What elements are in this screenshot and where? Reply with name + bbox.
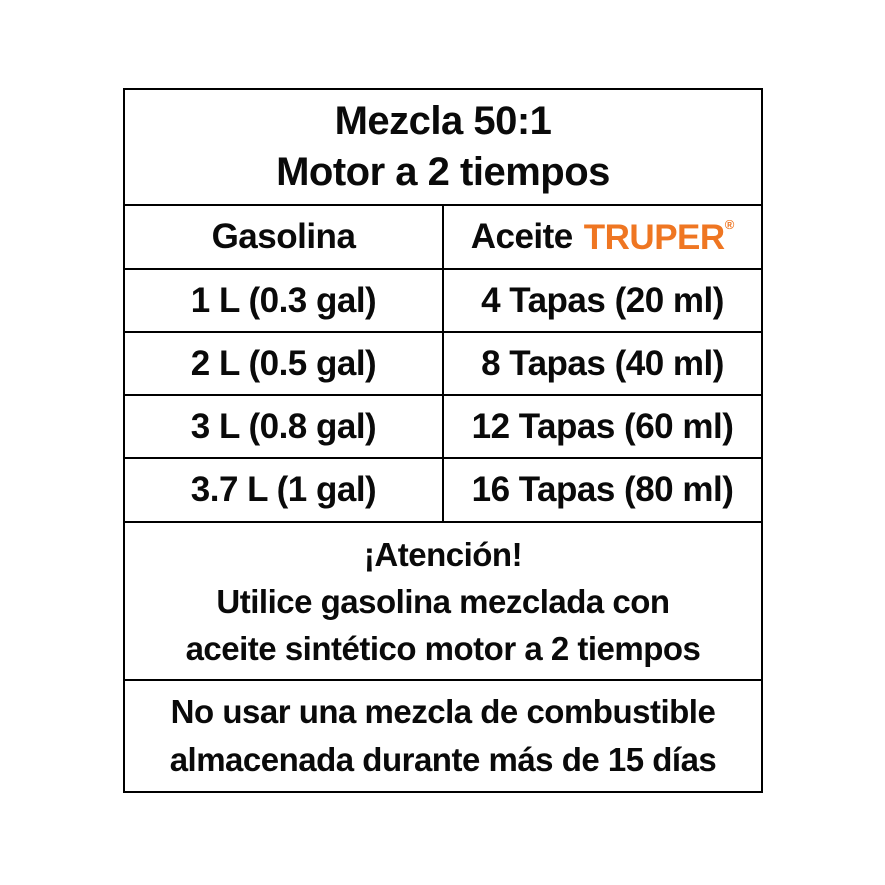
gasolina-cell: 3.7 L (1 gal) — [190, 470, 377, 509]
storage-warning-section: No usar una mezcla de combustible almace… — [125, 681, 761, 791]
mix-ratio-table: Mezcla 50:1 Motor a 2 tiempos Gasolina A… — [123, 88, 763, 793]
gasolina-cell: 1 L (0.3 gal) — [190, 280, 377, 320]
table-row: 2 L (0.5 gal) 8 Tapas (40 ml) — [125, 333, 761, 396]
attention-section: ¡Atención! Utilice gasolina mezclada con… — [125, 523, 761, 681]
attention-heading: ¡Atención! — [363, 535, 523, 573]
table-row: 3 L (0.8 gal) 12 Tapas (60 ml) — [125, 396, 761, 459]
attention-line-1: Utilice gasolina mezclada con — [216, 582, 670, 620]
gasolina-cell: 3 L (0.8 gal) — [190, 406, 377, 446]
aceite-cell: 16 Tapas (80 ml) — [442, 459, 761, 521]
gasolina-cell: 2 L (0.5 gal) — [190, 343, 377, 383]
title-line-1: Mezcla 50:1 — [334, 99, 552, 143]
table-header-row: Gasolina Aceite TRUPER® — [125, 206, 761, 270]
table-row: 1 L (0.3 gal) 4 Tapas (20 ml) — [125, 270, 761, 333]
header-cell-aceite: Aceite TRUPER® — [442, 206, 761, 268]
aceite-label: Aceite — [470, 217, 574, 256]
attention-line-2: aceite sintético motor a 2 tiempos — [185, 629, 701, 667]
warning-line-2: almacenada durante más de 15 días — [169, 741, 717, 778]
title-line-2: Motor a 2 tiempos — [276, 150, 610, 194]
aceite-cell: 8 Tapas (40 ml) — [442, 333, 761, 394]
truper-logo: TRUPER® — [584, 217, 735, 258]
registered-trademark-icon: ® — [724, 216, 735, 232]
table-row: 3.7 L (1 gal) 16 Tapas (80 ml) — [125, 459, 761, 523]
truper-wordmark: TRUPER — [583, 217, 725, 257]
aceite-cell: 12 Tapas (60 ml) — [442, 396, 761, 457]
header-cell-gasolina: Gasolina — [211, 217, 356, 256]
warning-line-1: No usar una mezcla de combustible — [170, 693, 716, 730]
aceite-cell: 4 Tapas (20 ml) — [442, 270, 761, 331]
table-title: Mezcla 50:1 Motor a 2 tiempos — [125, 90, 761, 206]
